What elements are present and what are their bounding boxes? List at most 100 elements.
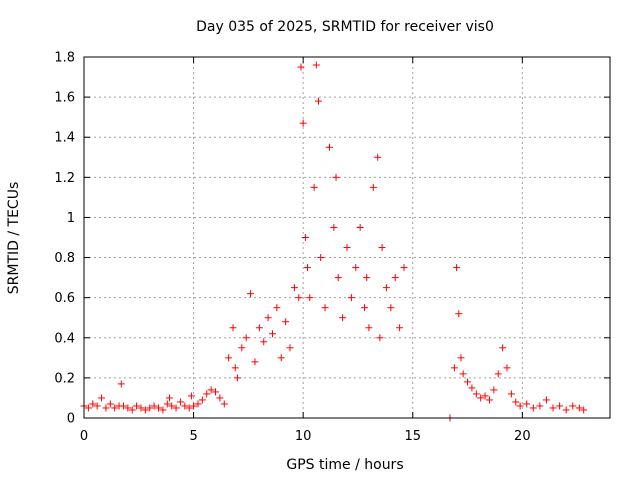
data-point <box>549 404 557 412</box>
data-point <box>233 374 241 382</box>
data-point <box>450 364 458 372</box>
data-point <box>562 406 570 414</box>
data-point <box>347 294 355 302</box>
data-point <box>159 406 167 414</box>
y-tick-label: 0.4 <box>54 331 75 346</box>
x-tick-label: 5 <box>189 429 197 444</box>
data-point <box>569 402 577 410</box>
y-tick-label: 0.6 <box>54 291 75 306</box>
data-point <box>494 370 502 378</box>
x-tick-label: 10 <box>295 429 312 444</box>
plot-area-border <box>83 56 611 419</box>
data-point <box>455 310 463 318</box>
y-axis-label: SRMTID / TECUs <box>6 182 22 295</box>
data-point <box>190 402 198 410</box>
data-point <box>453 264 461 272</box>
data-point <box>216 394 224 402</box>
data-point <box>255 324 263 332</box>
data-point <box>339 314 347 322</box>
data-point <box>133 402 141 410</box>
x-tick-label: 0 <box>80 429 88 444</box>
data-point <box>198 396 206 404</box>
data-point <box>315 97 323 105</box>
data-point <box>310 183 318 191</box>
data-point <box>168 402 176 410</box>
data-point <box>212 388 219 396</box>
data-point <box>225 354 233 362</box>
data-points <box>80 61 588 422</box>
data-point <box>361 304 369 312</box>
grid <box>84 57 610 418</box>
data-point <box>141 406 149 414</box>
data-point <box>369 183 377 191</box>
data-point <box>119 402 127 410</box>
data-point <box>332 173 340 181</box>
data-point <box>273 304 281 312</box>
data-point <box>301 234 309 241</box>
data-point <box>304 264 312 272</box>
data-point <box>365 324 373 332</box>
y-tick-label: 0 <box>67 412 75 427</box>
data-point <box>124 404 132 412</box>
y-tick-label: 1.2 <box>54 171 75 186</box>
data-point <box>260 338 268 346</box>
data-point <box>282 318 290 326</box>
data-point <box>464 378 472 386</box>
data-point <box>106 400 114 408</box>
data-point <box>128 406 136 414</box>
y-tick-label: 1.8 <box>54 51 75 66</box>
data-point <box>516 402 524 410</box>
data-point <box>485 396 493 404</box>
data-point <box>194 400 202 408</box>
data-point <box>468 384 476 392</box>
data-point <box>117 380 125 388</box>
data-point <box>400 264 408 272</box>
data-point <box>330 223 338 231</box>
data-point <box>268 330 276 338</box>
data-point <box>481 392 489 400</box>
data-point <box>396 324 404 332</box>
data-point <box>387 304 395 312</box>
data-point <box>542 396 550 404</box>
data-point <box>356 223 364 231</box>
y-tick-label: 1.6 <box>54 91 75 106</box>
data-point <box>334 274 342 282</box>
data-point <box>352 264 360 272</box>
data-point <box>264 314 272 322</box>
data-point <box>512 398 520 406</box>
data-point <box>536 402 544 410</box>
y-tick-label: 1.4 <box>54 131 75 146</box>
data-point <box>93 402 101 410</box>
data-point <box>376 334 384 342</box>
x-axis-label: GPS time / hours <box>286 457 403 473</box>
data-point <box>251 358 259 366</box>
y-tick-label: 1 <box>67 211 75 226</box>
data-point <box>229 324 237 332</box>
data-point <box>363 274 371 282</box>
data-point <box>503 364 511 372</box>
data-point <box>378 244 386 252</box>
chart-title: Day 035 of 2025, SRMTID for receiver vis… <box>196 19 494 35</box>
data-point <box>317 254 325 262</box>
data-point <box>290 284 298 292</box>
data-point <box>529 404 537 412</box>
y-tick-label: 0.8 <box>54 251 75 266</box>
data-point <box>187 392 195 400</box>
data-point <box>155 404 163 412</box>
data-point <box>146 404 154 412</box>
data-point <box>490 386 498 394</box>
data-point <box>172 404 180 412</box>
data-point <box>343 244 351 252</box>
data-point <box>247 290 255 298</box>
data-point <box>477 394 485 402</box>
data-point <box>312 61 320 69</box>
y-tick-label: 0.2 <box>54 371 75 386</box>
data-point <box>459 370 467 378</box>
data-point <box>499 344 507 352</box>
data-point <box>163 400 171 408</box>
data-point <box>220 400 228 408</box>
x-tick-label: 20 <box>514 429 531 444</box>
axis-ticks: 0 0.2 0.4 0.6 0.8 1 1.2 1.4 1.6 1.8 0 5 10 15 20 <box>54 51 610 444</box>
data-point <box>575 404 583 412</box>
